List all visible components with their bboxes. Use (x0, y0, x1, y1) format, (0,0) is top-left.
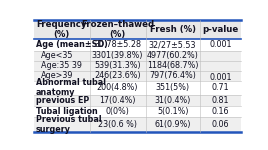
Bar (146, 39, 200, 51)
Text: 0.001: 0.001 (209, 73, 232, 82)
Bar (146, 51, 200, 61)
Bar (90, 81, 146, 95)
Bar (90, 39, 146, 51)
Bar (34, 95, 90, 106)
Text: 4977(60.2%): 4977(60.2%) (147, 51, 199, 60)
Bar (90, 61, 146, 71)
Text: 0.16: 0.16 (212, 107, 229, 116)
Text: 246(23.6%): 246(23.6%) (94, 71, 141, 80)
Text: Tubal ligation: Tubal ligation (36, 107, 97, 116)
Bar (200, 39, 241, 51)
Bar (90, 106, 146, 117)
Text: 1184(68.7%): 1184(68.7%) (147, 61, 198, 70)
Bar (146, 81, 200, 95)
Text: 31(0.4%): 31(0.4%) (154, 96, 191, 105)
Bar (146, 106, 200, 117)
Text: 3301(39.8%): 3301(39.8%) (92, 51, 143, 60)
Text: 200(4.8%): 200(4.8%) (97, 83, 138, 92)
Text: Age:35 39: Age:35 39 (41, 61, 82, 70)
Bar (146, 61, 200, 71)
Bar (34, 20, 241, 39)
Text: p-value: p-value (202, 25, 239, 34)
Text: 5(0.1%): 5(0.1%) (157, 107, 188, 116)
Text: Abnormal tubal
anatomy: Abnormal tubal anatomy (36, 78, 106, 97)
Text: Age<35: Age<35 (41, 51, 73, 60)
Bar (200, 71, 241, 81)
Text: 0(0%): 0(0%) (106, 107, 129, 116)
Bar (90, 95, 146, 106)
Bar (200, 61, 241, 71)
Text: 797(76.4%): 797(76.4%) (149, 71, 196, 80)
Text: 351(5%): 351(5%) (156, 83, 190, 92)
Bar (146, 95, 200, 106)
Text: 0.001: 0.001 (209, 40, 232, 49)
Text: 30.78±5.28: 30.78±5.28 (94, 40, 141, 49)
Bar (34, 51, 90, 61)
Bar (146, 117, 200, 132)
Bar (34, 39, 90, 51)
Bar (90, 51, 146, 61)
Text: 32/27±5.53: 32/27±5.53 (149, 40, 196, 49)
Text: Previous tubal
surgery: Previous tubal surgery (36, 115, 101, 134)
Bar (34, 61, 90, 71)
Bar (34, 106, 90, 117)
Bar (200, 81, 241, 95)
Bar (90, 71, 146, 81)
Bar (34, 81, 90, 95)
Text: Frozen–thawed
(%): Frozen–thawed (%) (81, 20, 154, 39)
Text: 0.06: 0.06 (212, 120, 229, 129)
Text: 539(31.3%): 539(31.3%) (94, 61, 141, 70)
Text: 23(0.6 %): 23(0.6 %) (98, 120, 137, 129)
Text: Age (mean±SD): Age (mean±SD) (36, 40, 107, 49)
Text: previous EP: previous EP (36, 96, 89, 105)
Text: Frequency
(%): Frequency (%) (36, 20, 87, 39)
Bar (34, 71, 90, 81)
Bar (200, 106, 241, 117)
Text: 17(0.4%): 17(0.4%) (99, 96, 136, 105)
Bar (200, 117, 241, 132)
Bar (200, 95, 241, 106)
Text: 61(0.9%): 61(0.9%) (154, 120, 191, 129)
Bar (34, 117, 90, 132)
Text: Age>39: Age>39 (41, 71, 73, 80)
Bar (146, 71, 200, 81)
Text: 0.81: 0.81 (212, 96, 229, 105)
Text: Fresh (%): Fresh (%) (150, 25, 196, 34)
Bar (200, 51, 241, 61)
Text: 0.71: 0.71 (212, 83, 229, 92)
Bar (90, 117, 146, 132)
